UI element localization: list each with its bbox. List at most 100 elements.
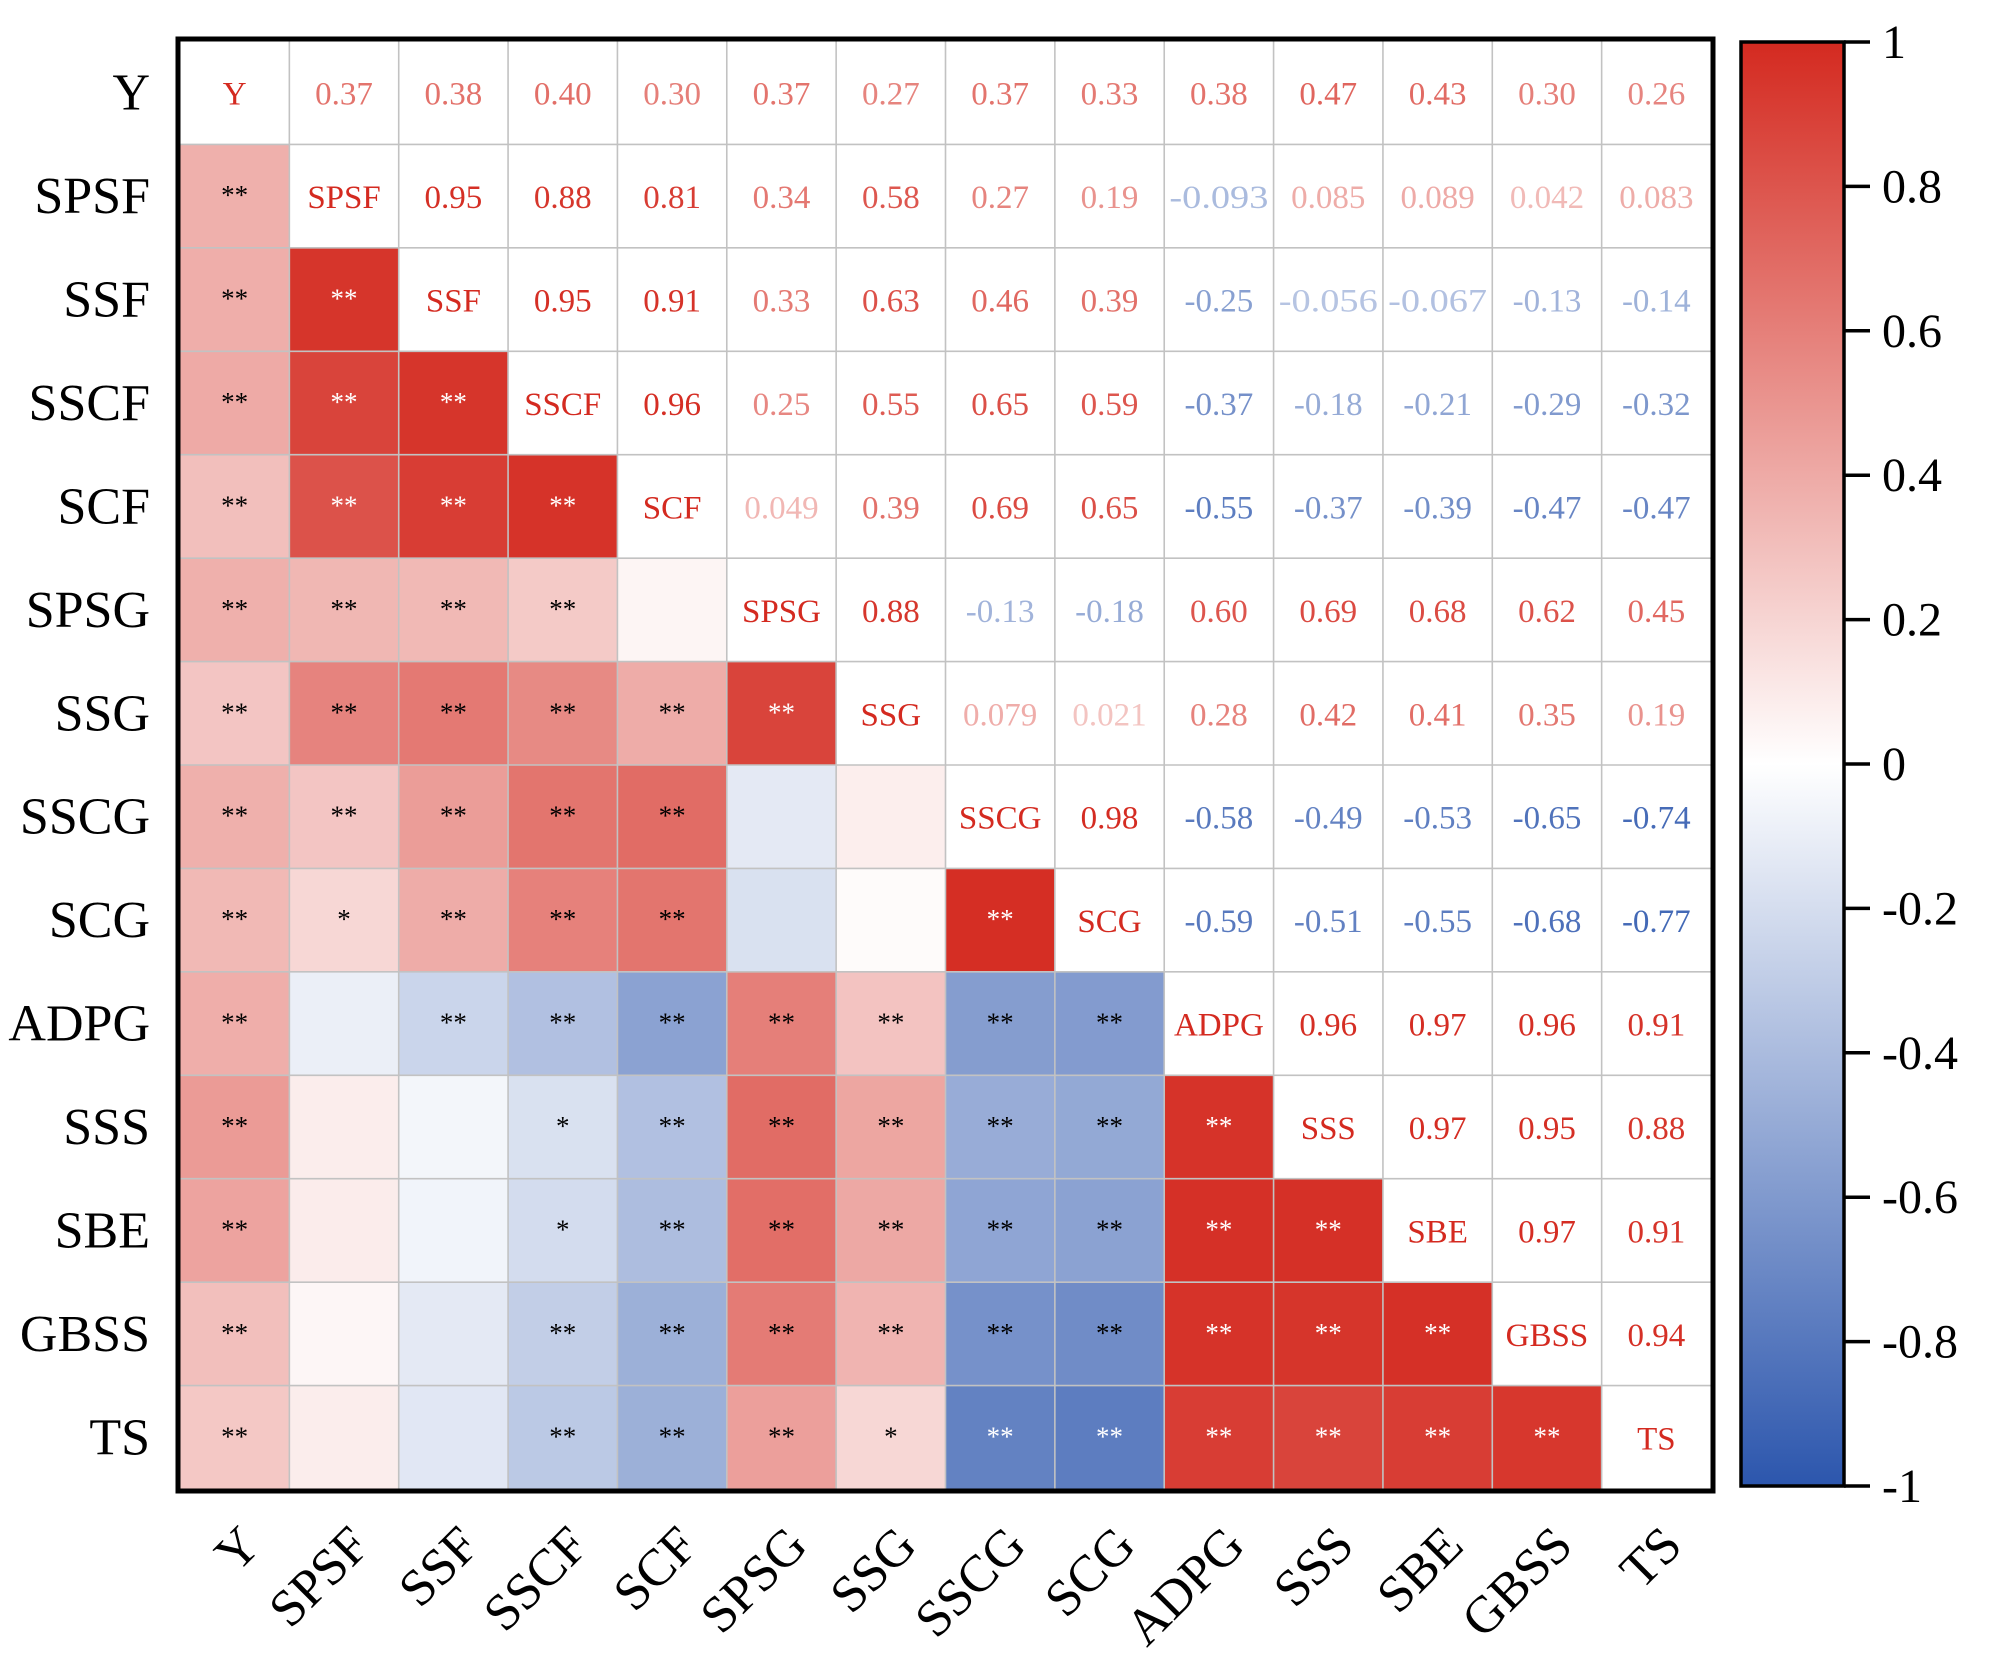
correlation-value: 0.30 xyxy=(1518,77,1576,113)
significance-mark: ** xyxy=(221,1214,248,1244)
correlation-value: -0.37 xyxy=(1185,387,1254,423)
heatmap-cell xyxy=(398,1178,509,1283)
column-label: TS xyxy=(1610,1516,1693,1599)
correlation-value: 0.96 xyxy=(1518,1008,1576,1044)
correlation-value: -0.13 xyxy=(966,594,1035,630)
heatmap-cell xyxy=(1054,1178,1165,1283)
significance-mark: ** xyxy=(768,1318,795,1348)
row-label: TS xyxy=(89,1409,150,1466)
significance-mark: ** xyxy=(659,1008,686,1038)
correlation-value: 0.41 xyxy=(1409,697,1467,733)
heatmap-cell xyxy=(1492,41,1603,145)
heatmap-cell xyxy=(1492,144,1603,249)
heatmap-cell xyxy=(836,247,946,352)
correlation-value: 0.91 xyxy=(1627,1008,1685,1044)
significance-mark: ** xyxy=(221,801,248,831)
significance-mark: ** xyxy=(987,1421,1014,1451)
correlation-value: 0.085 xyxy=(1291,180,1365,216)
heatmap-cell xyxy=(617,144,728,249)
significance-mark: ** xyxy=(440,594,467,624)
correlation-value: 0.47 xyxy=(1299,77,1357,113)
significance-mark: ** xyxy=(549,594,576,624)
grid-lines xyxy=(180,41,1711,1489)
correlation-value: 0.95 xyxy=(534,284,592,320)
correlation-value: 0.049 xyxy=(744,490,818,526)
heatmap-cell xyxy=(836,144,946,249)
significance-mark: ** xyxy=(1205,1318,1232,1348)
significance-mark: ** xyxy=(659,1214,686,1244)
heatmap-cell xyxy=(945,1282,1056,1387)
correlation-value: 0.88 xyxy=(534,180,592,216)
heatmap-cell xyxy=(836,868,946,973)
significance-mark: ** xyxy=(768,1111,795,1141)
heatmap-cell xyxy=(1164,868,1275,973)
significance-mark: ** xyxy=(221,594,248,624)
significance-mark: ** xyxy=(549,1008,576,1038)
significance-mark: ** xyxy=(1315,1318,1342,1348)
correlation-value: 0.40 xyxy=(534,77,592,113)
significance-mark: * xyxy=(556,1214,570,1244)
significance-mark: ** xyxy=(549,801,576,831)
heatmap-cell xyxy=(945,454,1056,559)
significance-mark: ** xyxy=(549,490,576,520)
correlation-value: 0.45 xyxy=(1627,594,1685,630)
row-labels: Y SPSF SSF SSCF SCF SPSG SSG SSCG SCG ADPG SSS SBE G… xyxy=(8,65,150,1467)
row-label: SCG xyxy=(49,892,150,949)
heatmap-cell xyxy=(1601,454,1712,559)
heatmap-cell xyxy=(726,247,837,352)
heatmap-cell xyxy=(1164,1178,1275,1283)
correlation-value: 0.65 xyxy=(971,387,1029,423)
heatmap-cell xyxy=(1054,1282,1165,1387)
diagonal-label: SSF xyxy=(426,284,481,320)
heatmap-cell xyxy=(289,1385,400,1490)
heatmap-cell xyxy=(836,1178,946,1283)
heatmap-cell xyxy=(1273,558,1384,663)
diagonal-label: Y xyxy=(223,77,247,113)
significance-mark: ** xyxy=(1205,1421,1232,1451)
correlation-value: 0.25 xyxy=(753,387,811,423)
heatmap-cell xyxy=(1164,1075,1275,1180)
heatmap-cell xyxy=(726,971,837,1076)
heatmap-cell xyxy=(289,971,400,1076)
significance-mark: ** xyxy=(331,490,358,520)
colorbar-tick-label: -0.2 xyxy=(1882,882,1958,935)
heatmap-cell xyxy=(1382,144,1493,249)
heatmap-cell xyxy=(945,1075,1056,1180)
correlation-value: 0.083 xyxy=(1619,180,1693,216)
significance-mark: ** xyxy=(221,1318,248,1348)
heatmap-cell xyxy=(1601,1385,1712,1490)
heatmap-cell xyxy=(180,1282,290,1387)
correlation-value: 0.95 xyxy=(425,180,483,216)
heatmap-cells: Y 0.37 0.38 0.40 0.30 0.37 0.27 0.37 0.33 0.38 0.4… xyxy=(180,41,1712,1490)
significance-mark: * xyxy=(884,1421,898,1451)
heatmap-cell xyxy=(180,868,290,973)
heatmap-cell xyxy=(1601,1282,1712,1387)
significance-mark: ** xyxy=(659,904,686,934)
correlation-value: 0.91 xyxy=(643,284,701,320)
diagonal-label: SPSF xyxy=(307,180,380,216)
diagonal-label: ADPG xyxy=(1174,1008,1264,1044)
heatmap-cell xyxy=(1164,971,1275,1076)
heatmap-cell xyxy=(1054,661,1165,766)
heatmap-cell xyxy=(180,661,290,766)
correlation-value: -0.51 xyxy=(1294,904,1363,940)
heatmap-cell xyxy=(1492,454,1603,559)
significance-mark: ** xyxy=(440,490,467,520)
heatmap-cell xyxy=(1382,558,1493,663)
heatmap-cell xyxy=(398,351,509,456)
heatmap-cell xyxy=(617,765,728,869)
heatmap-cell xyxy=(945,765,1056,869)
heatmap-cell xyxy=(1601,868,1712,973)
row-label: SCF xyxy=(57,478,150,535)
heatmap-cell xyxy=(836,765,946,869)
colorbar-tick-label: 0.6 xyxy=(1882,305,1942,358)
significance-mark: ** xyxy=(440,904,467,934)
colorbar-tick-label: 0.4 xyxy=(1882,449,1942,502)
heatmap-cell xyxy=(945,971,1056,1076)
correlation-value: 0.37 xyxy=(753,77,811,113)
heatmap-cell xyxy=(289,454,400,559)
correlation-value: 0.62 xyxy=(1518,594,1576,630)
heatmap-cell xyxy=(1273,454,1384,559)
